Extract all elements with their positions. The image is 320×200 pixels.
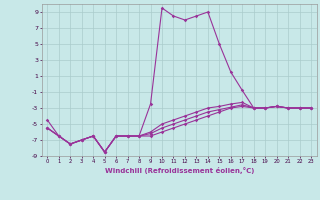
X-axis label: Windchill (Refroidissement éolien,°C): Windchill (Refroidissement éolien,°C) <box>105 167 254 174</box>
